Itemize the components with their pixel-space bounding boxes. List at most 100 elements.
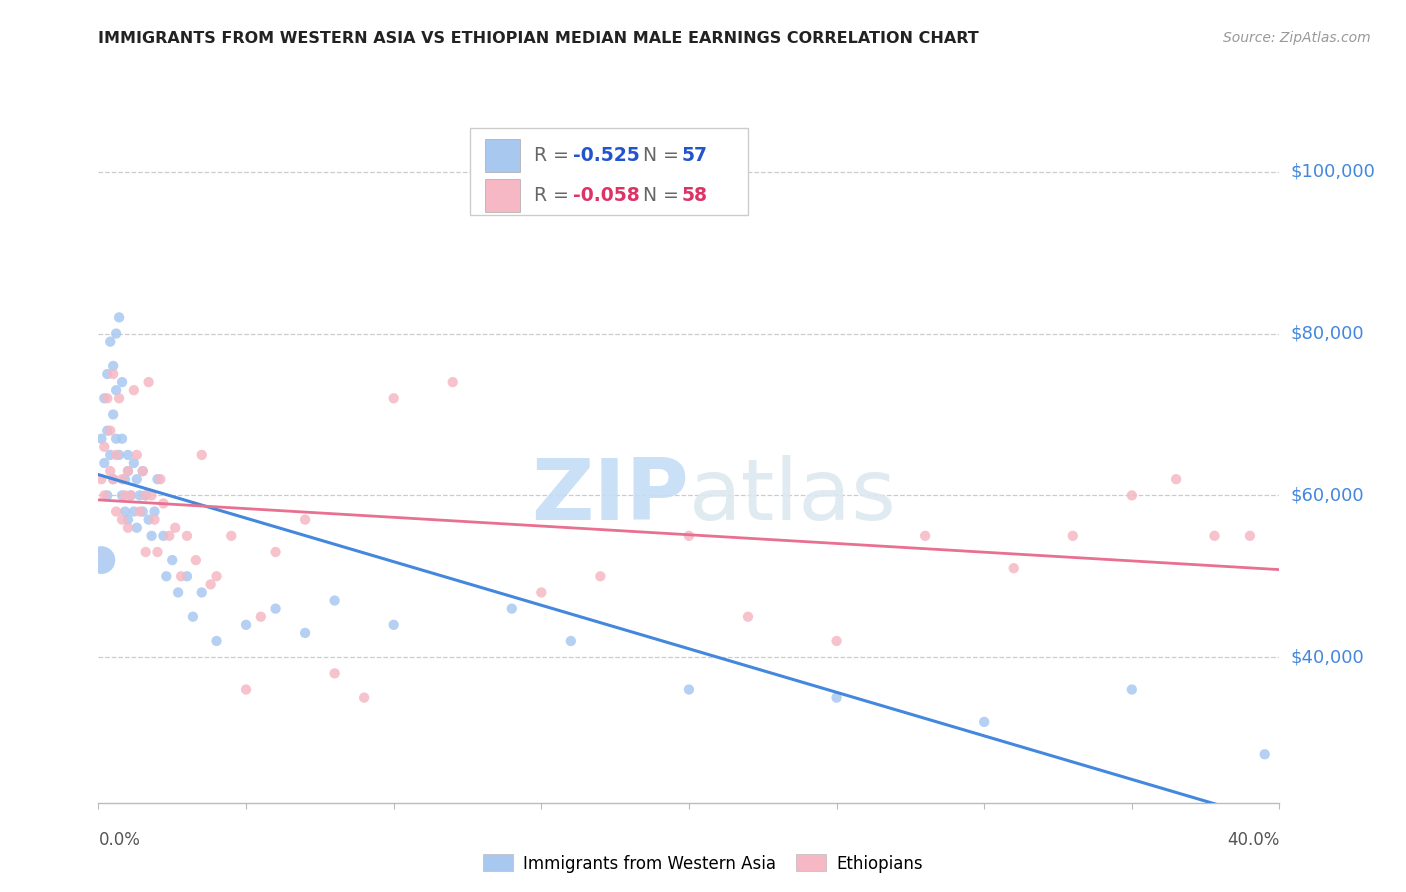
Point — [181, 609, 204, 624]
Point — [530, 585, 553, 599]
Text: R =: R = — [534, 186, 575, 205]
Point — [135, 488, 157, 502]
Point — [167, 585, 190, 599]
Point — [235, 682, 257, 697]
Point — [323, 593, 346, 607]
Point — [560, 634, 582, 648]
Text: -0.525: -0.525 — [574, 146, 640, 165]
Point — [114, 504, 136, 518]
Text: 57: 57 — [682, 146, 707, 165]
Text: 40.0%: 40.0% — [1227, 830, 1279, 848]
Point — [1239, 529, 1261, 543]
Point — [219, 529, 242, 543]
Point — [353, 690, 375, 705]
Point — [117, 448, 139, 462]
Point — [122, 383, 145, 397]
Text: $100,000: $100,000 — [1291, 162, 1375, 181]
Point — [146, 545, 169, 559]
Point — [250, 609, 273, 624]
Point — [103, 472, 125, 486]
Point — [90, 472, 112, 486]
Point — [111, 513, 134, 527]
Point — [128, 488, 150, 502]
Point — [382, 392, 405, 406]
Point — [93, 392, 115, 406]
Point — [128, 504, 150, 518]
FancyBboxPatch shape — [485, 179, 520, 212]
Point — [678, 529, 700, 543]
Point — [96, 424, 118, 438]
Point — [501, 601, 523, 615]
Point — [1062, 529, 1084, 543]
Point — [149, 472, 172, 486]
Point — [103, 472, 125, 486]
Point — [96, 392, 118, 406]
Point — [117, 464, 139, 478]
Legend: Immigrants from Western Asia, Ethiopians: Immigrants from Western Asia, Ethiopians — [477, 847, 929, 880]
Point — [93, 456, 115, 470]
Point — [143, 504, 166, 518]
Point — [117, 513, 139, 527]
Point — [90, 553, 112, 567]
Point — [125, 521, 148, 535]
Point — [155, 569, 177, 583]
Point — [132, 464, 155, 478]
Point — [120, 488, 142, 502]
Text: $80,000: $80,000 — [1291, 325, 1364, 343]
Text: ZIP: ZIP — [531, 455, 689, 538]
Point — [105, 504, 128, 518]
Point — [105, 448, 128, 462]
Point — [117, 521, 139, 535]
Point — [120, 488, 142, 502]
Point — [135, 488, 157, 502]
Point — [125, 472, 148, 486]
Y-axis label: Median Male Earnings: Median Male Earnings — [0, 371, 7, 539]
Point — [176, 569, 198, 583]
Point — [264, 545, 287, 559]
Point — [105, 432, 128, 446]
Point — [165, 521, 187, 535]
Point — [125, 448, 148, 462]
Point — [176, 529, 198, 543]
Text: N =: N = — [643, 146, 685, 165]
Point — [98, 464, 121, 478]
Point — [108, 310, 131, 325]
Point — [152, 529, 174, 543]
Point — [122, 504, 145, 518]
Text: 0.0%: 0.0% — [98, 830, 141, 848]
Point — [108, 392, 131, 406]
Point — [1254, 747, 1277, 762]
Point — [96, 488, 118, 502]
Point — [323, 666, 346, 681]
Point — [111, 488, 134, 502]
Point — [146, 472, 169, 486]
Point — [184, 553, 207, 567]
Point — [122, 456, 145, 470]
Text: atlas: atlas — [689, 455, 897, 538]
Point — [1164, 472, 1187, 486]
Point — [157, 529, 180, 543]
Point — [114, 472, 136, 486]
Point — [98, 334, 121, 349]
Point — [138, 513, 160, 527]
Point — [441, 375, 464, 389]
Point — [1121, 488, 1143, 502]
Point — [264, 601, 287, 615]
Point — [103, 408, 125, 422]
Point — [98, 448, 121, 462]
Point — [205, 634, 228, 648]
Point — [105, 383, 128, 397]
Point — [103, 359, 125, 373]
Point — [191, 585, 214, 599]
Point — [191, 448, 214, 462]
Point — [105, 326, 128, 341]
Point — [200, 577, 222, 591]
Point — [111, 375, 134, 389]
Point — [98, 424, 121, 438]
Text: R =: R = — [534, 146, 575, 165]
Point — [138, 375, 160, 389]
Point — [1121, 682, 1143, 697]
Text: N =: N = — [643, 186, 685, 205]
Point — [294, 513, 316, 527]
Point — [143, 513, 166, 527]
